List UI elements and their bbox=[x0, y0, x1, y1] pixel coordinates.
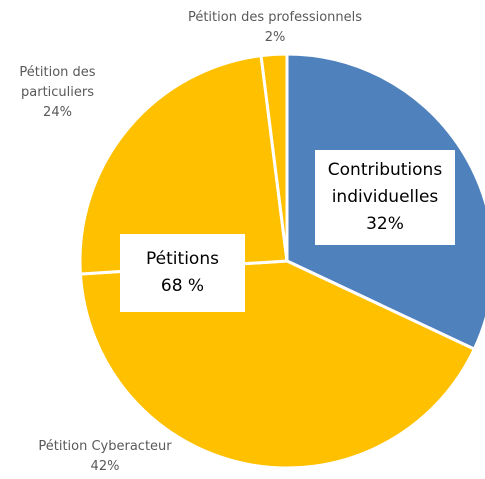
value-label: 32% bbox=[366, 214, 404, 234]
annotation-text: 68 % bbox=[160, 276, 205, 296]
pie-slice bbox=[78, 259, 477, 470]
category-label: Contributions individuelles bbox=[327, 160, 443, 207]
annotation-title: Pétitions bbox=[146, 249, 219, 269]
value-label: 42% bbox=[90, 459, 120, 474]
pie-slice bbox=[78, 53, 289, 276]
data-label: Pétition des professionnels 2% bbox=[150, 8, 400, 48]
pie-slice bbox=[259, 52, 289, 262]
category-label: Pétition des particuliers bbox=[19, 65, 96, 100]
data-label: Pétition Cyberacteur 42% bbox=[20, 437, 190, 477]
category-label: Pétition Cyberacteur bbox=[38, 439, 172, 454]
value-label: 2% bbox=[264, 30, 286, 45]
data-label-box: Contributions individuelles 32% bbox=[315, 150, 455, 245]
data-label: Pétition des particuliers 24% bbox=[5, 63, 110, 123]
annotation-box: Pétitions 68 % bbox=[120, 234, 245, 312]
value-label: 24% bbox=[43, 105, 72, 120]
category-label: Pétition des professionnels bbox=[187, 10, 363, 25]
